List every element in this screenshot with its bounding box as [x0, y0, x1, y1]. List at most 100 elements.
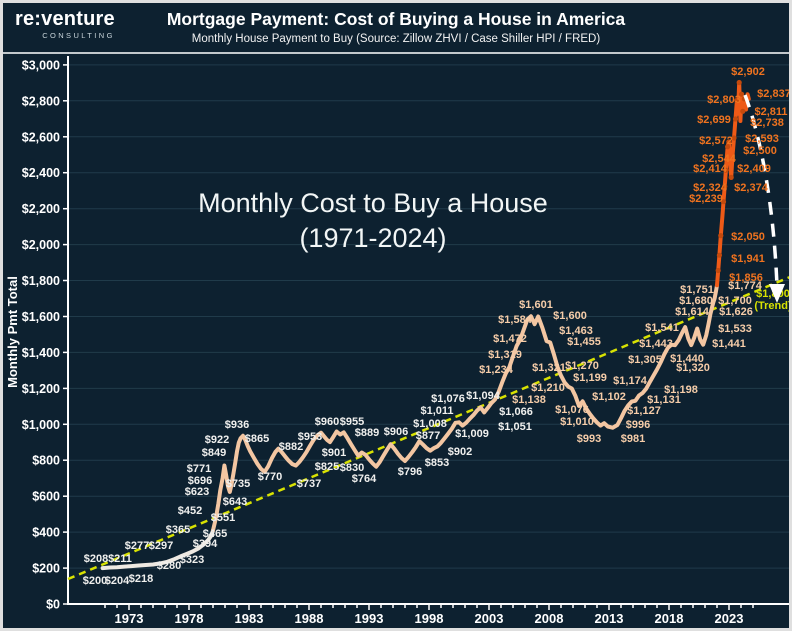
svg-text:$1,626: $1,626 [719, 306, 753, 318]
svg-text:$981: $981 [621, 433, 645, 445]
svg-text:$1,321: $1,321 [532, 362, 566, 374]
svg-text:$1,700: $1,700 [718, 295, 752, 307]
svg-text:$400: $400 [32, 526, 60, 540]
svg-text:$3,000: $3,000 [22, 58, 60, 72]
svg-text:$211: $211 [108, 553, 132, 565]
svg-text:1993: 1993 [355, 611, 384, 626]
svg-text:2003: 2003 [475, 611, 504, 626]
svg-text:$0: $0 [46, 598, 60, 612]
svg-text:$218: $218 [129, 573, 153, 585]
svg-text:$825: $825 [315, 461, 339, 473]
svg-text:$1,584: $1,584 [498, 314, 533, 326]
svg-text:$280: $280 [157, 560, 181, 572]
svg-text:$996: $996 [626, 419, 650, 431]
svg-text:$1,076: $1,076 [555, 404, 589, 416]
svg-text:$1,199: $1,199 [573, 372, 607, 384]
chart-title: Mortgage Payment: Cost of Buying a House… [166, 9, 626, 29]
svg-text:$551: $551 [211, 512, 235, 524]
svg-text:$2,803: $2,803 [707, 94, 741, 106]
svg-text:2018: 2018 [655, 611, 684, 626]
svg-text:$993: $993 [577, 433, 601, 445]
svg-text:$2,324: $2,324 [693, 182, 728, 194]
svg-text:1988: 1988 [295, 611, 324, 626]
svg-text:$2,400: $2,400 [22, 166, 60, 180]
y-axis-ticks: $0 $200 $400 $600 $800 $1,000 $1,200 $1,400 $1,6… [22, 58, 68, 612]
svg-text:$2,811: $2,811 [754, 106, 787, 118]
svg-text:$200: $200 [83, 575, 107, 587]
svg-text:$889: $889 [355, 427, 379, 439]
svg-text:$2,239: $2,239 [689, 193, 723, 205]
gridlines [68, 64, 789, 569]
svg-text:$1,198: $1,198 [664, 384, 698, 396]
svg-text:$1,774: $1,774 [728, 280, 763, 292]
svg-text:$1,051: $1,051 [498, 421, 532, 433]
svg-text:$953: $953 [298, 431, 322, 443]
svg-text:$1,533: $1,533 [718, 323, 752, 335]
axes [67, 56, 789, 605]
svg-text:1978: 1978 [175, 611, 204, 626]
svg-text:$1,009: $1,009 [455, 428, 489, 440]
svg-text:$853: $853 [425, 457, 449, 469]
svg-text:2023: 2023 [715, 611, 744, 626]
svg-text:$737: $737 [297, 478, 321, 490]
reventure-logo: re:venture CONSULTING [15, 9, 115, 40]
svg-text:$882: $882 [279, 441, 303, 453]
svg-text:$902: $902 [448, 446, 472, 458]
svg-text:$922: $922 [205, 434, 229, 446]
plot-area: $0 $200 $400 $600 $800 $1,000 $1,200 $1,400 $1,6… [3, 52, 789, 626]
svg-text:$800: $800 [32, 454, 60, 468]
chart-subtitle: Monthly House Payment to Buy (Source: Zi… [191, 33, 601, 45]
svg-text:(1971-2024): (1971-2024) [299, 223, 446, 253]
svg-text:$901: $901 [322, 447, 346, 459]
svg-text:$1,319: $1,319 [488, 349, 522, 361]
svg-text:$2,600: $2,600 [22, 130, 60, 144]
y-axis-title: Monthly Pmt Total [5, 276, 20, 388]
svg-text:$452: $452 [178, 505, 202, 517]
svg-text:$735: $735 [226, 478, 250, 490]
svg-text:$1,174: $1,174 [613, 375, 648, 387]
svg-text:1983: 1983 [235, 611, 264, 626]
trend-line [67, 276, 789, 581]
svg-text:$877: $877 [416, 430, 440, 442]
svg-text:$2,699: $2,699 [697, 114, 731, 126]
svg-text:$1,011: $1,011 [420, 405, 453, 417]
svg-text:$1,614: $1,614 [675, 306, 710, 318]
svg-text:1998: 1998 [415, 611, 444, 626]
svg-text:$1,138: $1,138 [512, 394, 546, 406]
series-payment-mid [211, 283, 719, 533]
svg-text:$2,200: $2,200 [22, 202, 60, 216]
svg-text:$1,210: $1,210 [531, 382, 565, 394]
svg-text:$770: $770 [258, 471, 282, 483]
svg-text:$1,600: $1,600 [22, 310, 60, 324]
svg-text:$643: $643 [223, 496, 247, 508]
svg-text:$764: $764 [352, 473, 377, 485]
trend-sublabel: (Trend) [754, 300, 789, 312]
svg-text:$394: $394 [193, 538, 218, 550]
svg-text:$906: $906 [384, 426, 408, 438]
svg-text:$2,000: $2,000 [22, 238, 60, 252]
svg-text:$1,455: $1,455 [567, 336, 601, 348]
svg-text:$771: $771 [187, 463, 211, 475]
svg-text:$200: $200 [32, 562, 60, 576]
point-labels: $200$204 $218 $208 $211$277 $297 $280$323 $365… [83, 66, 789, 587]
svg-text:2008: 2008 [535, 611, 564, 626]
svg-text:$1,463: $1,463 [559, 325, 593, 337]
svg-text:$1,234: $1,234 [479, 364, 514, 376]
svg-text:$1,941: $1,941 [731, 253, 765, 265]
title-block: Mortgage Payment: Cost of Buying a House… [3, 3, 789, 45]
svg-text:$1,800: $1,800 [22, 274, 60, 288]
svg-text:$323: $323 [180, 554, 204, 566]
svg-text:$2,544: $2,544 [702, 153, 737, 165]
svg-text:$1,200: $1,200 [22, 382, 60, 396]
svg-text:$1,010: $1,010 [560, 416, 594, 428]
svg-text:$2,572: $2,572 [699, 135, 733, 147]
svg-text:$1,102: $1,102 [592, 391, 626, 403]
svg-text:$1,440: $1,440 [670, 353, 704, 365]
svg-text:$1,680: $1,680 [679, 295, 713, 307]
svg-text:$2,050: $2,050 [731, 231, 765, 243]
svg-text:$1,131: $1,131 [647, 394, 681, 406]
svg-text:$2,414: $2,414 [693, 163, 728, 175]
svg-text:$1,076: $1,076 [431, 393, 465, 405]
svg-text:$1,441: $1,441 [712, 338, 746, 350]
